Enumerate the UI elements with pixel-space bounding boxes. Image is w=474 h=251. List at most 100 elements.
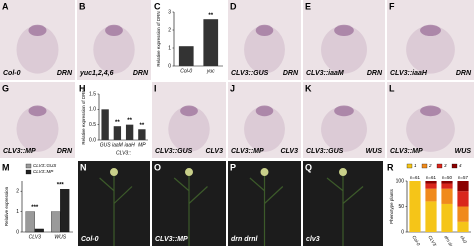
stain bbox=[255, 24, 274, 36]
stain bbox=[334, 24, 354, 36]
y-axis-label: Relative expression of DRN bbox=[156, 11, 161, 66]
significance: ** bbox=[115, 120, 120, 126]
panel-label: DRN bbox=[57, 70, 73, 77]
meristem bbox=[321, 106, 367, 152]
legend-label: CLV3::MP bbox=[33, 169, 53, 174]
bar-segment bbox=[425, 188, 437, 202]
panel-letter: J bbox=[230, 83, 235, 93]
x-tick-label: yuc bbox=[206, 68, 215, 74]
panel-label: CLV3::MP bbox=[155, 236, 188, 243]
bar bbox=[178, 46, 194, 66]
panel-label: DRN bbox=[367, 70, 383, 77]
panel-letter: C bbox=[154, 1, 161, 11]
meristem bbox=[406, 25, 455, 74]
panel-letter: H bbox=[79, 83, 86, 93]
bar bbox=[113, 126, 122, 140]
stain bbox=[420, 105, 441, 117]
panel-label: CLV3::iaaH bbox=[390, 70, 428, 77]
panel-letter: Q bbox=[305, 162, 312, 172]
stem bbox=[173, 173, 208, 246]
panel-letter: A bbox=[2, 1, 9, 11]
stem bbox=[99, 173, 133, 246]
bar bbox=[138, 129, 146, 140]
legend-swatch bbox=[436, 163, 443, 169]
panel-letter: R bbox=[387, 162, 394, 172]
meristem bbox=[321, 25, 367, 74]
panel-letter: B bbox=[79, 1, 86, 11]
legend-label: 2 bbox=[428, 163, 432, 168]
x-tick-label: iaaM bbox=[112, 142, 124, 148]
bar-segment bbox=[441, 181, 453, 184]
flower bbox=[185, 168, 193, 177]
panel-letter: L bbox=[389, 83, 395, 93]
y-tick-label: 0.5 bbox=[89, 122, 96, 128]
panel-label: DRN bbox=[133, 70, 149, 77]
legend-label: CLV3::GUS bbox=[33, 163, 56, 168]
significance: ** bbox=[208, 13, 213, 19]
x-tick-label: Col-0 bbox=[411, 235, 421, 246]
bar-segment bbox=[425, 181, 437, 184]
stain bbox=[420, 24, 441, 36]
y-tick-label: 1.0 bbox=[89, 107, 96, 113]
bar-segment bbox=[409, 181, 421, 232]
bar bbox=[34, 228, 44, 233]
stain bbox=[28, 24, 47, 36]
x-tick-label: WUS bbox=[54, 234, 66, 240]
bar bbox=[60, 189, 70, 233]
stem bbox=[249, 173, 284, 246]
panel-label: CLV3::GUS bbox=[231, 70, 269, 77]
x-tick-label: clv3 bbox=[459, 235, 468, 245]
significance: ** bbox=[140, 123, 145, 129]
stain bbox=[180, 105, 198, 117]
panel-letter: M bbox=[2, 162, 10, 172]
x-tick-label: drn drnl bbox=[443, 235, 455, 246]
bar bbox=[101, 109, 109, 140]
bar-segment bbox=[457, 191, 469, 207]
y-tick-label: 3 bbox=[168, 9, 171, 15]
y-tick-label: 0 bbox=[401, 229, 404, 235]
panel-label: CLV3 bbox=[280, 148, 298, 155]
legend-label: 4 bbox=[459, 163, 462, 168]
panel-label: clv3 bbox=[306, 236, 320, 243]
legend-swatch bbox=[406, 163, 413, 169]
y-axis-label: Relative expression bbox=[4, 186, 9, 226]
bar-segment bbox=[425, 201, 437, 232]
panel-letter: G bbox=[2, 83, 9, 93]
x-axis-label: CLV3:: bbox=[116, 150, 132, 156]
x-tick-label: MP bbox=[138, 142, 146, 148]
panel-letter: O bbox=[154, 162, 161, 172]
bar bbox=[203, 19, 219, 66]
legend-swatch bbox=[451, 163, 458, 169]
meristem bbox=[244, 25, 285, 74]
bar-segment bbox=[457, 221, 469, 232]
flower bbox=[260, 168, 269, 177]
panel-letter: F bbox=[389, 1, 395, 11]
panel-letter: K bbox=[305, 83, 312, 93]
panel-label: yuc1,2,4,6 bbox=[79, 70, 114, 77]
stain bbox=[28, 105, 47, 117]
bar bbox=[125, 124, 134, 140]
panel-label: WUS bbox=[455, 148, 472, 155]
sample-size: n=61 bbox=[410, 175, 421, 180]
panel-label: Col-0 bbox=[81, 236, 99, 243]
bar bbox=[51, 211, 61, 233]
bar-segment bbox=[441, 188, 453, 204]
panel-label: CLV3::MP bbox=[231, 148, 264, 155]
bar-segment bbox=[457, 181, 469, 192]
panel-label: Col-0 bbox=[3, 70, 21, 77]
meristem bbox=[244, 106, 285, 152]
meristem bbox=[406, 106, 455, 152]
panel-letter: D bbox=[230, 1, 237, 11]
y-tick-label: 0.0 bbox=[89, 137, 96, 143]
panel-label: DRN bbox=[456, 70, 472, 77]
y-axis-label: Relative expression of DRN bbox=[81, 89, 86, 144]
panel-label: WUS bbox=[366, 148, 383, 155]
x-tick-label: Col-0 bbox=[180, 68, 192, 74]
y-tick-label: 2 bbox=[168, 27, 171, 33]
panel-letter: I bbox=[154, 83, 157, 93]
panel-label: DRN bbox=[283, 70, 299, 77]
stem bbox=[326, 173, 364, 246]
y-axis-label: Phenotype plants bbox=[389, 188, 394, 224]
legend-label: 1 bbox=[414, 163, 417, 168]
y-tick-label: 1 bbox=[168, 45, 171, 51]
